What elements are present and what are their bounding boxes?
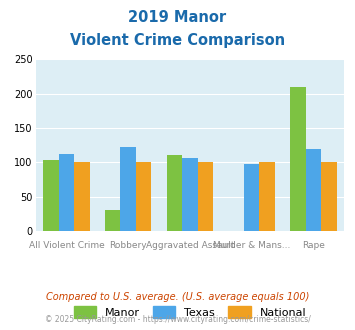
- Bar: [290, 87, 306, 231]
- Text: Compared to U.S. average. (U.S. average equals 100): Compared to U.S. average. (U.S. average …: [46, 292, 309, 302]
- Text: Murder & Mans...: Murder & Mans...: [213, 241, 290, 250]
- Bar: [74, 162, 89, 231]
- Bar: [198, 162, 213, 231]
- Bar: [167, 155, 182, 231]
- Text: Robbery: Robbery: [109, 241, 147, 250]
- Text: Aggravated Assault: Aggravated Assault: [146, 241, 234, 250]
- Text: 2019 Manor: 2019 Manor: [129, 10, 226, 25]
- Bar: [136, 162, 151, 231]
- Text: Violent Crime Comparison: Violent Crime Comparison: [70, 33, 285, 48]
- Legend: Manor, Texas, National: Manor, Texas, National: [69, 302, 311, 322]
- Bar: [321, 162, 337, 231]
- Bar: [244, 164, 260, 231]
- Bar: [43, 160, 59, 231]
- Text: All Violent Crime: All Violent Crime: [28, 241, 104, 250]
- Bar: [182, 157, 198, 231]
- Bar: [260, 162, 275, 231]
- Bar: [306, 148, 321, 231]
- Text: © 2025 CityRating.com - https://www.cityrating.com/crime-statistics/: © 2025 CityRating.com - https://www.city…: [45, 315, 310, 324]
- Bar: [105, 211, 120, 231]
- Bar: [59, 154, 74, 231]
- Bar: [120, 147, 136, 231]
- Text: Rape: Rape: [302, 241, 325, 250]
